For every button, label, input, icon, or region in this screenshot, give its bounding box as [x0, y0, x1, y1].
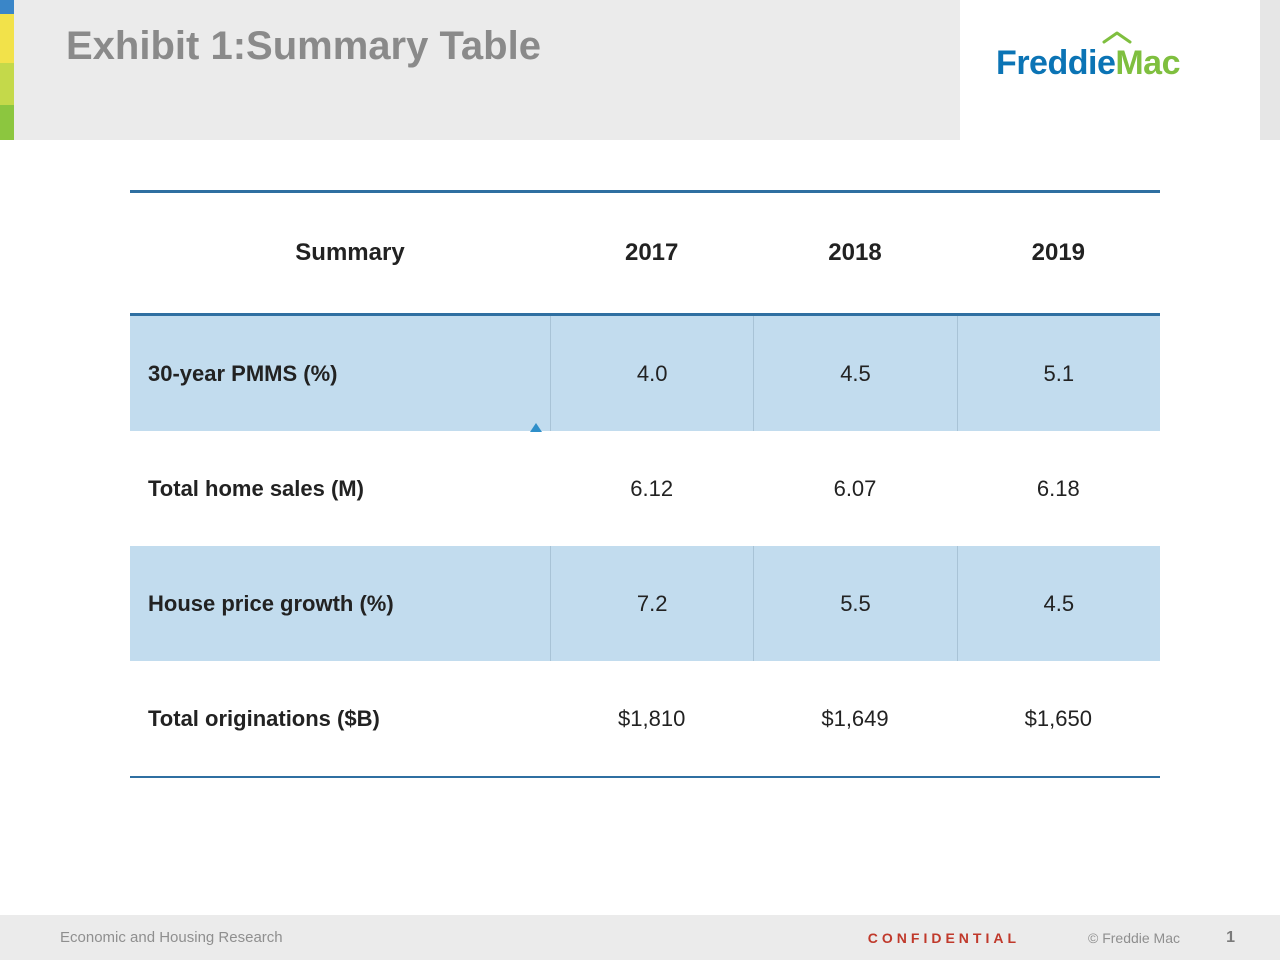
table-row: House price growth (%) 7.2 5.5 4.5	[130, 546, 1160, 661]
table-row: Total originations ($B) $1,810 $1,649 $1…	[130, 661, 1160, 776]
row-label: Total originations ($B)	[130, 706, 550, 732]
table-header-2019: 2019	[957, 239, 1160, 267]
logo-text-freddie: Freddie	[996, 44, 1115, 82]
cell: 5.1	[957, 316, 1160, 431]
footer-page-number: 1	[1226, 929, 1235, 947]
row-label: 30-year PMMS (%)	[130, 316, 550, 431]
table-header-2017: 2017	[550, 239, 753, 267]
cell: 6.12	[550, 476, 753, 502]
footer-left-text: Economic and Housing Research	[60, 929, 283, 946]
logo-roof-icon	[1102, 30, 1132, 44]
footer-copyright: © Freddie Mac	[1088, 930, 1180, 946]
table-row: Total home sales (M) 6.12 6.07 6.18	[130, 431, 1160, 546]
cell: 7.2	[550, 546, 753, 661]
header-right-edge	[1260, 0, 1280, 140]
row-label: Total home sales (M)	[130, 476, 550, 502]
slide: Exhibit 1:Summary Table FreddieMac Summa…	[0, 0, 1280, 960]
slide-title: Exhibit 1:Summary Table	[66, 24, 541, 69]
table-rule-bottom	[130, 776, 1160, 778]
cell: 4.0	[550, 316, 753, 431]
cell: $1,649	[753, 706, 956, 732]
footer: Economic and Housing Research CONFIDENTI…	[0, 915, 1280, 960]
table-header-2018: 2018	[753, 239, 956, 267]
table-header-row: Summary 2017 2018 2019	[130, 193, 1160, 313]
cell: 4.5	[753, 316, 956, 431]
cell: 6.18	[957, 476, 1160, 502]
cell: $1,650	[957, 706, 1160, 732]
table-row: 30-year PMMS (%) 4.0 4.5 5.1	[130, 316, 1160, 431]
header-band	[0, 0, 960, 140]
footer-confidential: CONFIDENTIAL	[868, 930, 1020, 946]
logo-text-mac: Mac	[1115, 44, 1180, 82]
summary-table: Summary 2017 2018 2019 30-year PMMS (%) …	[130, 190, 1160, 778]
cell: $1,810	[550, 706, 753, 732]
cell: 5.5	[753, 546, 956, 661]
cell: 4.5	[957, 546, 1160, 661]
table-header-summary: Summary	[130, 239, 550, 267]
brand-logo: FreddieMac	[996, 44, 1180, 83]
cell: 6.07	[753, 476, 956, 502]
accent-stripe	[0, 0, 14, 140]
row-label: House price growth (%)	[130, 546, 550, 661]
